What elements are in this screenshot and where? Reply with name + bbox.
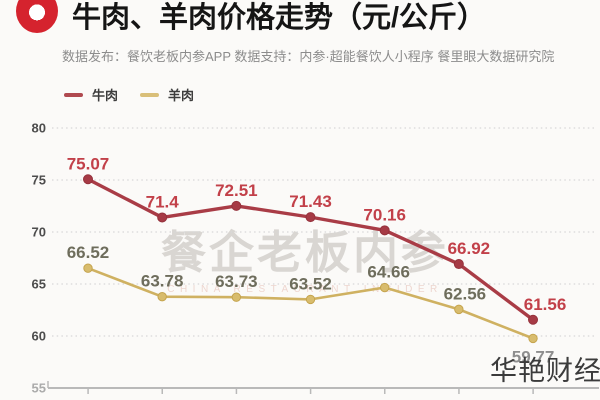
legend-label-beef: 牛肉: [92, 88, 119, 103]
beef-value-label: 75.07: [67, 154, 110, 173]
beef-value-label: 66.92: [448, 239, 491, 258]
lamb-value-label: 64.66: [367, 263, 410, 282]
beef-data-point: [453, 259, 464, 270]
lamb-value-label: 62.56: [444, 284, 487, 303]
beef-series-swatch-icon: [64, 92, 83, 97]
y-tick-label: 70: [32, 225, 46, 240]
lamb-data-point: [379, 282, 390, 293]
beef-data-point: [379, 225, 390, 236]
beef-value-label: 72.51: [215, 181, 258, 200]
lamb-data-point: [231, 292, 242, 302]
y-tick-label: 55: [32, 381, 46, 396]
chart-legend: 牛肉 羊肉: [64, 85, 194, 104]
y-tick-label: 65: [32, 277, 46, 292]
beef-data-point: [528, 314, 539, 325]
beef-data-point: [157, 212, 168, 223]
beef-value-label: 61.56: [524, 295, 567, 314]
data-source-subtitle: 数据发布：餐饮老板内参APP 数据支持：内参·超能餐饮人小程序 餐里眼大数据研究…: [62, 49, 555, 64]
lamb-value-label: 66.52: [67, 243, 110, 262]
beef-value-label: 71.43: [289, 192, 332, 211]
y-tick-label: 60: [32, 329, 46, 344]
lamb-series-swatch-icon: [140, 92, 160, 97]
lamb-data-point: [83, 263, 93, 273]
legend-label-lamb: 羊肉: [168, 88, 195, 103]
lamb-data-point: [528, 333, 538, 344]
beef-data-point: [231, 200, 242, 211]
lamb-value-label: 63.78: [141, 272, 184, 291]
page-title: 牛肉、羊肉价格走势（元/公斤）: [72, 2, 487, 34]
beef-value-label: 71.4: [146, 192, 180, 211]
beef-data-point: [305, 212, 316, 223]
news-site-watermark: 华艳财经: [490, 356, 600, 386]
legend-item-beef: 牛肉: [64, 85, 118, 104]
legend-item-lamb: 羊肉: [140, 85, 194, 104]
lamb-value-label: 63.52: [289, 274, 332, 293]
lamb-data-point: [157, 291, 167, 302]
beef-data-point: [83, 174, 93, 185]
beef-value-label: 70.16: [363, 205, 406, 224]
lamb-value-label: 63.73: [215, 272, 258, 291]
y-tick-label: 80: [32, 121, 46, 136]
lamb-value-label: 59.77: [512, 347, 555, 366]
y-tick-label: 75: [32, 173, 46, 188]
lamb-data-point: [305, 294, 316, 305]
lamb-data-point: [454, 304, 464, 315]
